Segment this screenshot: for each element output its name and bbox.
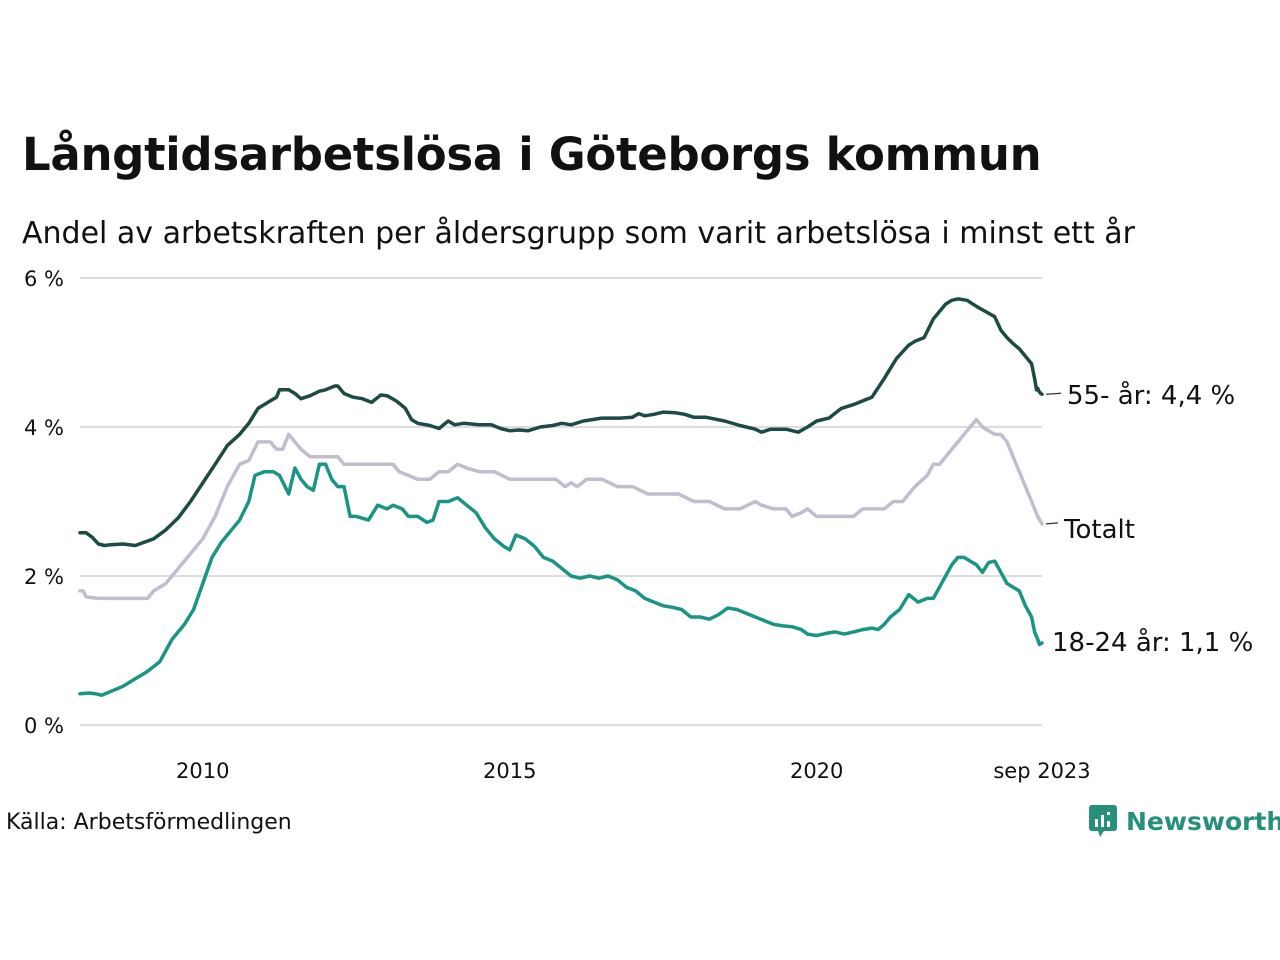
x-tick-label: sep 2023 [993,759,1090,783]
y-tick-label: 0 % [24,714,64,738]
newsworthy-logo-text: Newsworthy [1126,806,1280,836]
source-note: Källa: Arbetsförmedlingen [6,810,292,835]
series-lines [78,297,1044,697]
y-tick-label: 4 % [24,416,64,440]
gridlines [80,277,1042,726]
series-end-labels: 55- år: 4,4 % Totalt 18-24 år: 1,1 % [1045,380,1253,658]
series-line-18-24-r [78,462,1044,697]
x-axis-tick-labels: 2010 2015 2020 sep 2023 [176,759,1091,783]
y-axis-tick-labels: 0 % 2 % 4 % 6 % [24,267,64,738]
newsworthy-logo[interactable]: Newsworthy [1088,804,1280,838]
label-leader-line [1045,522,1059,525]
chart-title: Långtidsarbetslösa i Göteborgs kommun [22,128,1042,181]
y-tick-label: 6 % [24,267,64,291]
label-leader-line [1045,392,1062,395]
x-tick-label: 2020 [790,759,843,783]
newsworthy-logo-icon [1089,805,1117,837]
series-end-label: 55- år: 4,4 % [1067,380,1235,411]
chart-subtitle: Andel av arbetskraften per åldersgrupp s… [22,216,1135,251]
series-line-totalt [78,417,1044,601]
y-tick-label: 2 % [24,565,64,589]
series-end-label: 18-24 år: 1,1 % [1052,627,1253,658]
series-line-55-r [78,297,1044,548]
series-end-label: Totalt [1063,515,1135,545]
x-tick-label: 2010 [176,759,229,783]
x-tick-label: 2015 [483,759,536,783]
